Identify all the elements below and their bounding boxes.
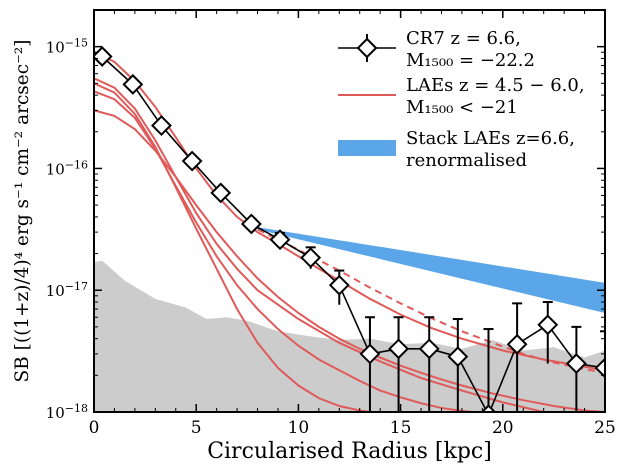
cr7-point-6 — [240, 213, 262, 235]
axes: 0 5 10 15 20 25 10−18 10−17 10−16 10−15 — [46, 10, 616, 438]
legend-cr7-key-diamond — [356, 37, 378, 59]
cr7-point-4 — [181, 150, 203, 172]
plot-frame — [93, 9, 606, 413]
x-tick-label-0: 0 — [89, 418, 100, 438]
y-axis-label: SB [((1+z)/4)⁴ erg s⁻¹ cm⁻² arcsec⁻²] — [12, 39, 33, 382]
y-tick-label-0: 10−18 — [46, 402, 88, 423]
cr7-point-5 — [210, 182, 232, 204]
legend-label-1-line1: CR7 z = 6.6, — [406, 28, 521, 49]
cr7-point-2 — [122, 73, 144, 95]
x-tick-label-15: 15 — [390, 418, 412, 438]
cr7-point-13 — [447, 346, 469, 368]
x-tick-label-5: 5 — [191, 418, 202, 438]
cr7-point-17 — [565, 353, 587, 374]
legend-label-3-line1: Stack LAEs z=6.6, — [406, 128, 575, 149]
lae-profile-line-3 — [94, 82, 371, 412]
legend-label-1-line2: M₁₅₀₀ = −22.2 — [406, 50, 535, 71]
legend-label-2-line1: LAEs z = 4.5 − 6.0, — [406, 75, 585, 96]
legend-stack-key-band — [338, 140, 396, 156]
lae-profile-line-2 — [94, 77, 549, 412]
cr7-point-12 — [418, 338, 440, 360]
stack-laes-band — [247, 225, 605, 314]
legend-label-3-line2: renormalised — [406, 150, 527, 171]
legend-label-2-line2: M₁₅₀₀ < −21 — [406, 97, 518, 118]
cr7-point-10 — [359, 343, 381, 365]
cr7-point-9 — [328, 274, 350, 296]
cr7-point-3 — [151, 115, 172, 136]
cr7-point-15 — [506, 333, 528, 355]
x-tick-label-10: 10 — [288, 418, 310, 438]
x-axis-label: Circularised Radius [kpc] — [207, 439, 492, 464]
x-tick-label-20: 20 — [492, 418, 514, 438]
plot-area — [94, 46, 605, 412]
cr7-point-16 — [537, 314, 559, 336]
noise-background-area — [94, 260, 605, 412]
cr7-point-18 — [594, 357, 605, 379]
cr7-point-7 — [269, 229, 291, 251]
cr7-point-1 — [94, 46, 113, 67]
y-tick-label-3: 10−15 — [46, 36, 88, 57]
cr7-point-11 — [388, 338, 409, 360]
y-tick-label-1: 10−17 — [46, 280, 88, 301]
cr7-point-8 — [300, 247, 322, 269]
lae-profile-line-5 — [94, 109, 605, 412]
x-tick-label-25: 25 — [594, 418, 616, 438]
lae-profile-line-1 — [94, 51, 605, 372]
legend: CR7 z = 6.6,M₁₅₀₀ = −22.2 LAEs z = 4.5 − … — [338, 28, 585, 171]
y-tick-label-2: 10−16 — [46, 158, 88, 179]
